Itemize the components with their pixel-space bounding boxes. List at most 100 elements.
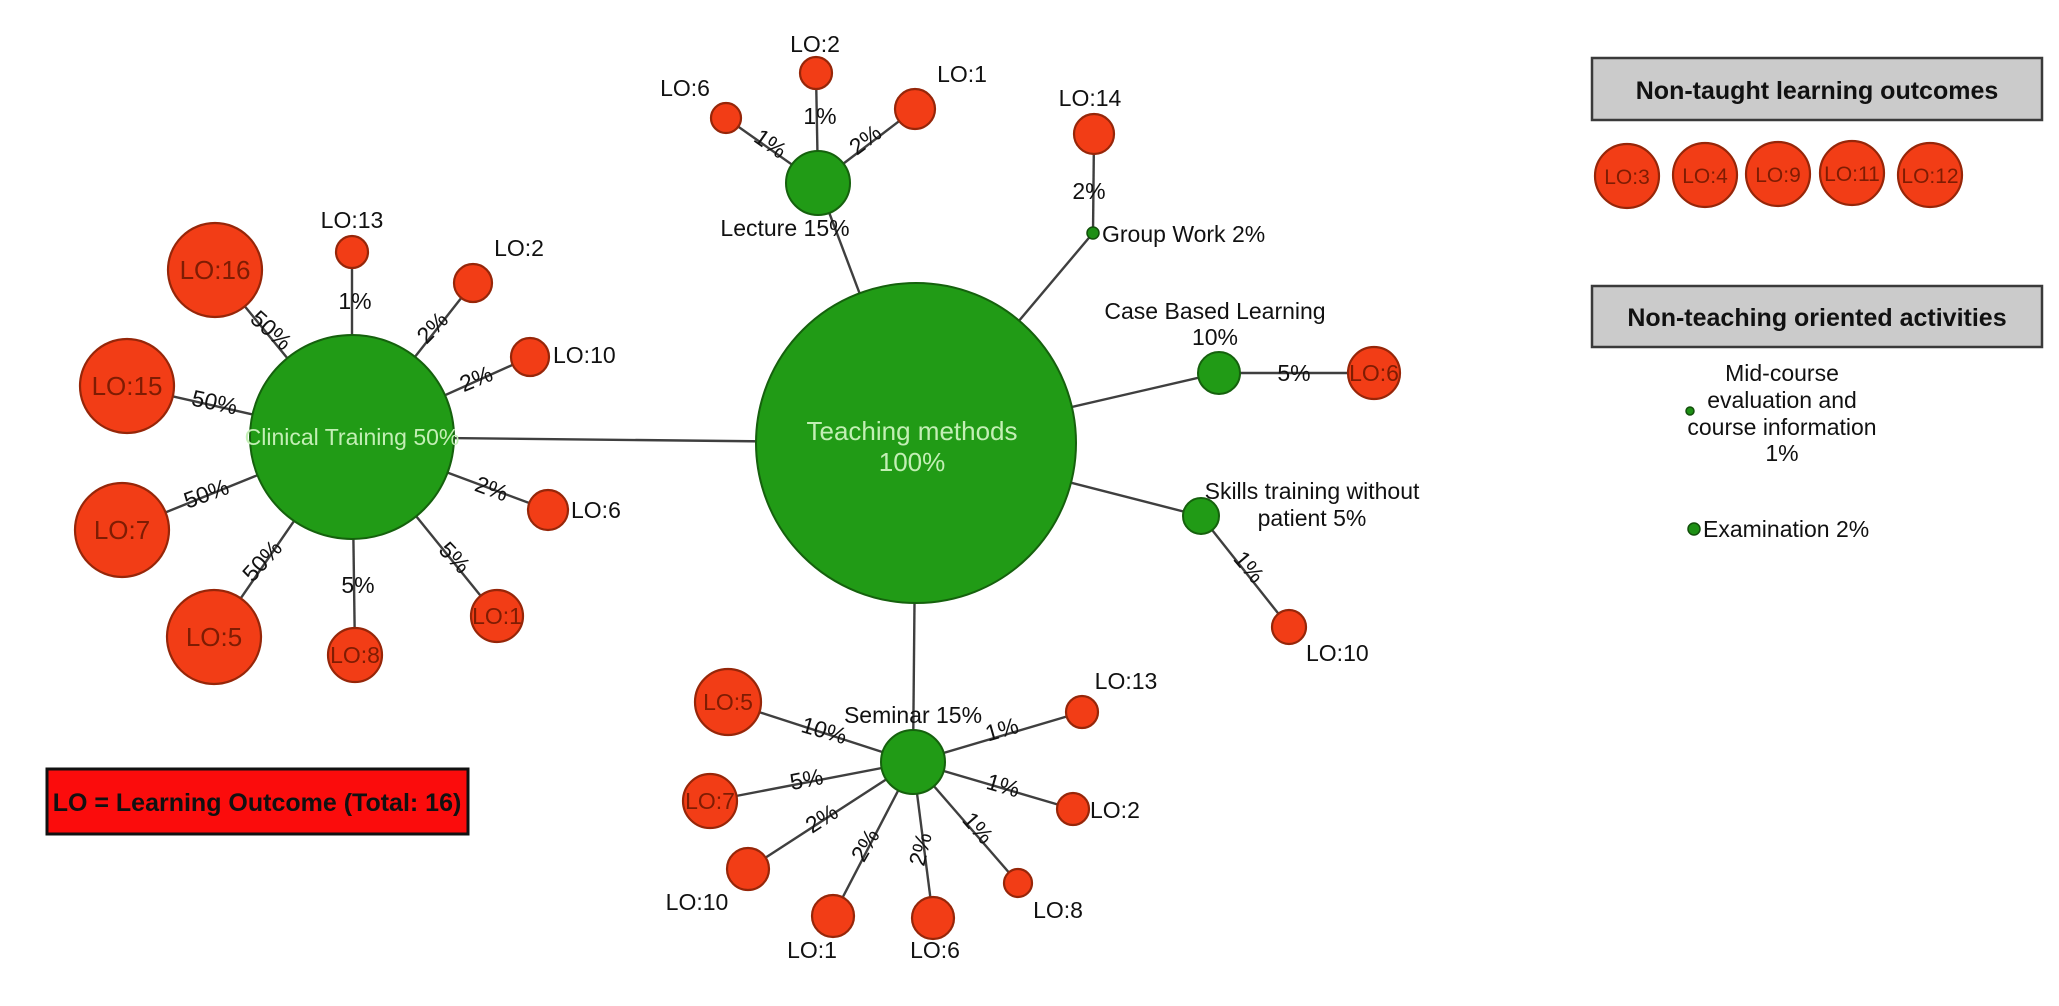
seminar-label: Seminar 15% [844,702,982,728]
case-based-lo6-label: LO:6 [1349,360,1399,386]
seminar-lo7-circle [681,772,739,830]
cluster-lecture: Lecture 15% LO:6 1% LO:2 1% LO:1 2% [660,31,987,241]
note-box-text: LO = Learning Outcome (Total: 16) [53,789,462,817]
case-based-lo6-pct: 5% [1277,360,1310,386]
seminar-lo1-circle [810,893,856,939]
group-work-lo14-label: LO:14 [1059,85,1122,111]
clinical-training-circle [249,334,455,540]
cluster-skills-training: Skills training without patient 5% LO:10… [1182,478,1420,666]
clinical-training-label: Clinical Training 50% [245,424,460,450]
clinical-lo8-circle [326,626,384,684]
seminar-lo6-pct: 2% [904,830,937,869]
clinical-lo15-circle [78,337,176,435]
clinical-lo15-pct: 50% [189,385,239,420]
clinical-lo2-pct: 2% [411,306,453,348]
clinical-lo10-label: LO:10 [553,342,616,368]
group-work-dot [1086,226,1100,240]
case-based-circle [1197,351,1241,395]
lecture-lo2-circle [798,55,834,91]
clinical-lo5-circle [165,588,263,686]
group-work-label: Group Work 2% [1102,221,1265,247]
seminar-lo5-circle [693,667,763,737]
cluster-seminar: Seminar 15% LO:5 10% LO:7 5% LO:10 2% LO… [666,667,1158,963]
lecture-label: Lecture 15% [720,215,849,241]
teaching-methods-label-line1: Teaching methods [806,416,1017,446]
seminar-lo1-label: LO:1 [787,937,837,963]
seminar-lo13-pct: 1% [982,712,1021,746]
clinical-lo16-pct: 50% [246,305,298,355]
note-box: LO = Learning Outcome (Total: 16) [45,767,470,836]
lecture-circle [785,150,851,216]
seminar-lo2-pct: 1% [984,768,1023,802]
clinical-lo6-circle [526,488,570,532]
seminar-lo6-circle [910,895,956,941]
non-taught-lo12-label: LO:12 [1901,165,1958,188]
skills-lo10-label: LO:10 [1306,640,1369,666]
cluster-clinical-training: Clinical Training 50% LO:16 50% LO:13 1%… [73,207,621,686]
lecture-lo2-pct: 1% [803,103,836,129]
edge-skills-lo10 [1200,515,1290,628]
mid-course-line1: Mid-course [1725,360,1839,386]
mid-course-line3: course information [1687,414,1876,440]
seminar-lo7-label: LO:7 [685,788,735,814]
seminar-lo8-label: LO:8 [1033,897,1083,923]
seminar-lo10-label: LO:10 [666,889,729,915]
seminar-lo5-pct: 10% [798,711,849,749]
non-taught-title: Non-taught learning outcomes [1636,77,1999,105]
case-based-label-line2: 10% [1192,324,1238,350]
clinical-lo6-label: LO:6 [571,497,621,523]
mid-course-line2: evaluation and [1707,387,1857,413]
examination-dot [1687,522,1701,536]
clinical-lo13-circle [334,234,370,270]
skills-training-label-line2: patient 5% [1258,505,1367,531]
group-work-lo14-pct: 2% [1072,178,1105,204]
non-taught-lo3-circle [1593,142,1661,210]
clinical-lo10-pct: 2% [456,360,497,397]
non-taught-lo9-circle [1744,140,1812,208]
clinical-lo1-pct: 5% [434,536,476,578]
mid-course-line4: 1% [1765,440,1798,466]
cluster-case-based-learning: Case Based Learning 10% LO:6 5% [1104,298,1402,401]
teaching-methods-label-line2: 100% [879,447,946,477]
clinical-lo6-pct: 2% [472,471,512,507]
clinical-lo8-label: LO:8 [330,642,380,668]
clinical-lo7-pct: 50% [180,473,232,513]
non-teaching-header-box [1590,284,2044,349]
seminar-lo13-circle [1064,694,1100,730]
non-taught-lo3-label: LO:3 [1604,166,1650,189]
non-taught-lo4-label: LO:4 [1682,165,1728,188]
clinical-lo16-label: LO:16 [180,255,251,285]
teaching-methods-circle [755,282,1077,604]
lecture-lo6-label: LO:6 [660,75,710,101]
seminar-lo13-label: LO:13 [1095,668,1158,694]
seminar-circle [880,729,946,795]
lecture-lo2-label: LO:2 [790,31,840,57]
clinical-lo5-label: LO:5 [186,622,242,652]
skills-training-circle [1182,497,1220,535]
non-taught-header-box [1590,56,2044,122]
non-taught-lo11-label: LO:11 [1824,163,1880,186]
legend-non-teaching: Non-teaching oriented activities Mid-cou… [1590,284,2044,542]
case-based-lo6-circle [1346,345,1402,401]
clinical-lo7-label: LO:7 [94,515,150,545]
non-teaching-title: Non-teaching oriented activities [1627,304,2006,332]
seminar-lo8-circle [1002,867,1034,899]
note-box-rect [45,767,470,836]
clinical-lo1-label: LO:1 [472,603,522,629]
lecture-lo1-pct: 2% [844,119,886,160]
seminar-lo10-circle [725,846,771,892]
lecture-lo1-label: LO:1 [937,61,987,87]
lecture-lo6-circle [709,101,743,135]
clinical-lo2-circle [452,262,494,304]
lecture-lo6-pct: 1% [750,123,792,163]
mid-course-dot [1685,406,1695,416]
legend-non-taught: Non-taught learning outcomes LO:3 LO:4 L… [1590,56,2044,210]
clinical-lo2-label: LO:2 [494,235,544,261]
lecture-lo1-circle [893,87,937,131]
case-based-label-line1: Case Based Learning [1104,298,1325,324]
clinical-lo13-label: LO:13 [321,207,384,233]
skills-lo10-circle [1270,608,1308,646]
clinical-lo10-circle [509,336,551,378]
seminar-lo7-pct: 5% [788,763,826,795]
